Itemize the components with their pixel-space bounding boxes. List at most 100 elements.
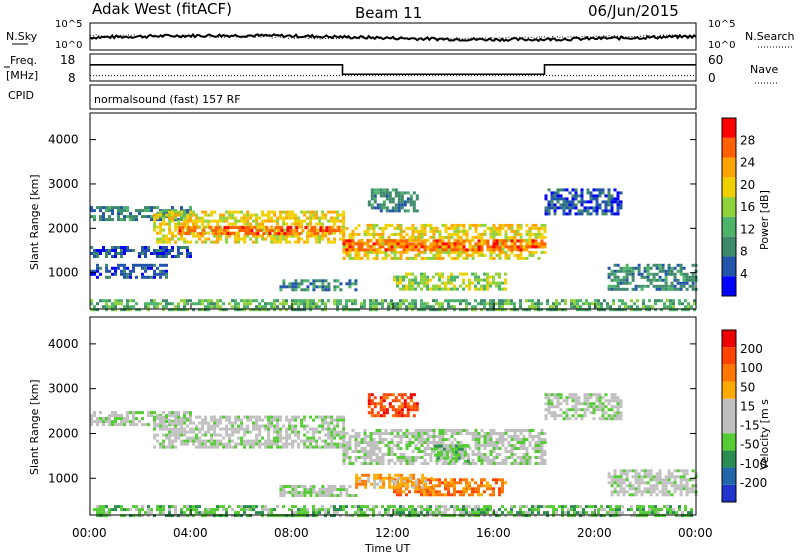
power-cell-3 — [249, 216, 253, 220]
power-cell-10 — [592, 206, 596, 210]
velocity-cell-9 — [631, 493, 635, 497]
velocity-cell-1 — [249, 442, 253, 446]
velocity-cell-1 — [270, 445, 274, 449]
velocity-cell-2 — [498, 435, 502, 438]
power-cell-6 — [492, 239, 496, 243]
power-cell-5 — [516, 256, 520, 260]
power-cell-9 — [379, 191, 383, 195]
power-cell-12 — [576, 302, 579, 306]
power-cell-7 — [483, 287, 486, 291]
power-cell-12 — [435, 299, 438, 303]
power-cell-5 — [537, 235, 541, 239]
power-cell-1 — [93, 249, 96, 252]
velocity-cell-2 — [438, 435, 442, 438]
power-cell-3 — [210, 240, 214, 244]
velocity-cell-6 — [324, 488, 328, 491]
velocity-cell-6 — [342, 485, 346, 488]
power-cell-10 — [619, 191, 623, 195]
power-cell-2 — [150, 263, 153, 267]
power-cell-9 — [367, 200, 371, 204]
power-cell-10 — [577, 209, 581, 213]
power-cell-5 — [543, 229, 547, 233]
power-cell-0 — [147, 206, 150, 210]
power-cell-10 — [553, 197, 557, 201]
power-cell-6 — [453, 242, 457, 246]
power-cell-12 — [123, 305, 126, 309]
power-cell-3 — [213, 210, 217, 214]
power-cell-12 — [582, 302, 585, 306]
power-cell-12 — [489, 299, 492, 303]
power-cell-5 — [453, 223, 457, 227]
velocity-cell-10 — [357, 508, 360, 512]
power-cell-4 — [247, 229, 251, 233]
power-cell-11 — [613, 278, 617, 282]
velocity-cell-10 — [198, 511, 201, 515]
power-cell-11 — [622, 269, 626, 273]
velocity-cell-1 — [237, 415, 241, 419]
velocity-cell-4 — [420, 490, 423, 494]
velocity-cell-1 — [201, 418, 205, 422]
velocity-cell-10 — [195, 508, 198, 512]
power-cell-12 — [453, 308, 456, 312]
power-cell-6 — [351, 239, 355, 243]
power-cell-12 — [159, 302, 162, 306]
power-cell-1 — [96, 255, 99, 258]
power-cell-12 — [348, 308, 351, 312]
velocity-cell-2 — [486, 459, 490, 462]
power-cell-3 — [228, 213, 232, 217]
power-cell-12 — [216, 302, 219, 306]
power-cell-3 — [261, 228, 265, 232]
velocity-cell-5 — [376, 482, 380, 486]
velocity-cell-10 — [516, 511, 519, 515]
velocity-cell-1 — [153, 421, 157, 425]
power-cell-12 — [303, 299, 306, 303]
power-cell-3 — [315, 234, 319, 238]
velocity-cell-10 — [531, 505, 534, 509]
power-cell-12 — [636, 299, 639, 303]
velocity-cell-8 — [610, 414, 614, 418]
power-cell-12 — [486, 308, 489, 312]
power-cell-12 — [402, 302, 405, 306]
power-cell-3 — [207, 219, 211, 223]
velocity-cell-2 — [348, 462, 352, 465]
velocity-cell-9 — [610, 478, 614, 482]
velocity-cell-1 — [276, 445, 280, 449]
velocity-cell-1 — [177, 430, 181, 434]
velocity-cell-4 — [459, 490, 462, 494]
power-cell-12 — [597, 302, 600, 306]
power-cell-4 — [178, 226, 182, 230]
power-cell-5 — [477, 253, 481, 257]
power-cell-12 — [201, 308, 204, 312]
power-cell-3 — [180, 231, 184, 235]
power-cell-9 — [403, 200, 407, 204]
power-cell-12 — [294, 302, 297, 306]
velocity-cell-5 — [370, 482, 374, 486]
velocity-cell-8 — [613, 393, 617, 397]
power-cell-5 — [510, 235, 514, 239]
velocity-cell-2 — [480, 462, 484, 465]
velocity-cell-2 — [483, 432, 487, 435]
power-cell-5 — [516, 232, 520, 236]
power-cell-5 — [411, 223, 415, 227]
velocity-cell-4 — [438, 493, 441, 497]
power-cell-3 — [333, 222, 337, 226]
power-cell-5 — [432, 226, 436, 230]
power-cell-5 — [504, 250, 508, 254]
power-cell-4 — [196, 232, 200, 236]
velocity-cell-1 — [276, 415, 280, 419]
power-cell-5 — [357, 253, 361, 257]
velocity-cell-2 — [369, 435, 373, 438]
power-cell-2 — [105, 275, 108, 279]
velocity-cell-10 — [213, 508, 216, 512]
velocity-cell-8 — [577, 414, 581, 418]
power-cell-5 — [540, 250, 544, 254]
power-cell-3 — [174, 234, 178, 238]
velocity-cell-2 — [513, 429, 517, 432]
power-cell-6 — [447, 242, 451, 246]
power-cell-1 — [111, 249, 114, 252]
velocity-cell-6 — [294, 494, 298, 497]
power-cell-1 — [108, 252, 111, 255]
velocity-cell-8 — [616, 408, 620, 412]
velocity-cell-9 — [622, 469, 626, 473]
velocity-cell-2 — [513, 438, 517, 441]
